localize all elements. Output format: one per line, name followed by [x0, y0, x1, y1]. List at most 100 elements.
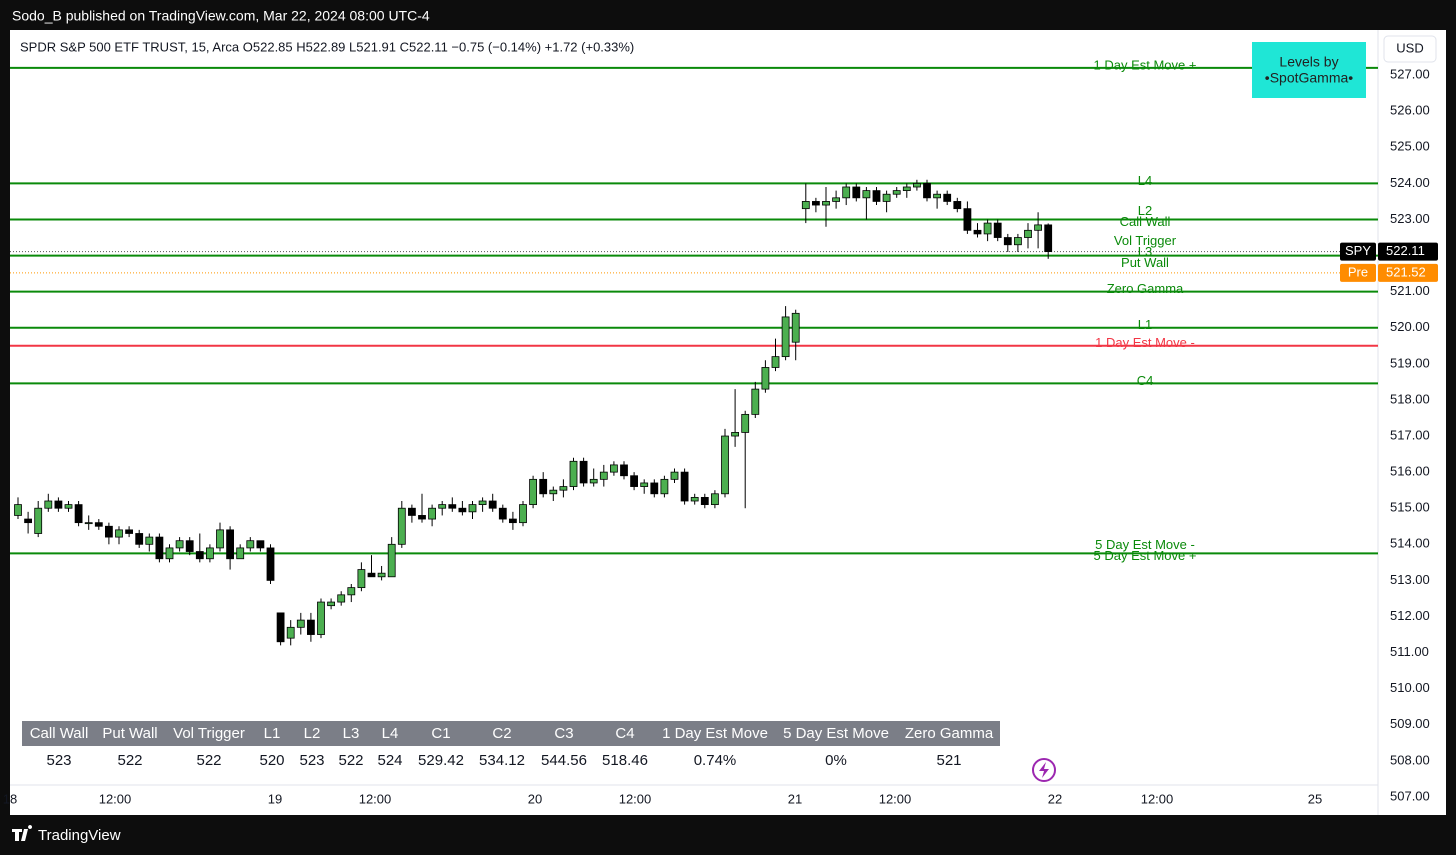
tag-box: [1378, 242, 1438, 261]
y-tick-label: 515.00: [1390, 500, 1430, 515]
candle-body: [306, 619, 315, 635]
currency-box[interactable]: [1383, 35, 1437, 63]
y-tick-label: 509.00: [1390, 716, 1430, 731]
tag-box: [1340, 263, 1376, 282]
candle-body: [105, 525, 113, 538]
candle-body: [367, 572, 376, 578]
candle-body: [256, 540, 265, 549]
table-header: C1: [431, 725, 450, 742]
candle-body: [963, 208, 972, 231]
y-tick-label: 521.00: [1390, 283, 1430, 298]
candle-body: [94, 522, 103, 527]
x-tick-label: 18: [3, 791, 17, 806]
table-header: L3: [343, 725, 360, 742]
candle-body: [862, 190, 871, 199]
y-tick-label: 511.00: [1390, 644, 1429, 659]
candle-body: [327, 601, 336, 607]
x-tick-label: 19: [268, 791, 282, 806]
level-label: Call Wall: [1120, 214, 1171, 229]
candle-body: [812, 201, 820, 206]
y-tick-label: 527.00: [1390, 67, 1430, 82]
candle-body: [1044, 224, 1053, 253]
candle-body: [680, 471, 689, 502]
candle-body: [559, 486, 568, 491]
candle-body: [1014, 237, 1022, 246]
tag-value: 522.11: [1386, 243, 1425, 258]
candle-body: [407, 507, 416, 516]
candle-body: [721, 435, 729, 495]
candle-body: [175, 540, 184, 549]
candle-body: [488, 500, 497, 509]
candle-body: [529, 478, 537, 506]
y-tick-label: 526.00: [1390, 103, 1430, 118]
table-value: 524: [377, 752, 402, 769]
x-tick-label: 12:00: [619, 791, 652, 806]
x-tick-label: 20: [528, 791, 542, 806]
y-tick-label: 516.00: [1390, 464, 1430, 479]
candle-body: [438, 504, 447, 509]
chart-area: [10, 30, 1446, 815]
table-header: Put Wall: [102, 725, 157, 742]
table-value: 529.42: [418, 752, 464, 769]
candle-body: [731, 432, 739, 437]
badge-line: Levels by: [1279, 54, 1338, 70]
y-tick-label: 524.00: [1390, 175, 1430, 190]
tag-label: SPY: [1345, 243, 1371, 258]
candle-body: [296, 619, 305, 628]
candle-body: [468, 504, 477, 513]
candle-body: [923, 182, 931, 199]
candle-body: [711, 493, 719, 506]
candle-body: [64, 504, 73, 509]
lightning: [1039, 762, 1049, 778]
candle-body: [155, 536, 164, 560]
x-tick-label: 25: [1308, 791, 1322, 806]
table-header: Zero Gamma: [905, 725, 994, 742]
candle-body: [317, 601, 325, 635]
tag-box: [1378, 263, 1438, 282]
candle-body: [1024, 229, 1032, 238]
candle-body: [44, 500, 53, 509]
level-label: 5 Day Est Move +: [1094, 548, 1197, 563]
candle-body: [953, 201, 962, 210]
candle-body: [84, 522, 93, 525]
plot: 507.00 508.00 509.00 510.00 511.00 512.00 513.…: [3, 57, 1438, 806]
y-tick-label: 508.00: [1390, 752, 1430, 767]
candle-body: [933, 193, 941, 199]
candle-body: [377, 572, 386, 578]
table-value: 0.74%: [694, 752, 737, 769]
candle-body: [993, 222, 1002, 238]
level-label: Vol Trigger: [1114, 233, 1177, 248]
candle-body: [660, 478, 669, 495]
candle-body: [620, 464, 628, 477]
table-value: 523: [46, 752, 71, 769]
table-value: 521: [936, 752, 961, 769]
candle-body: [832, 197, 840, 202]
candle-body: [771, 356, 780, 368]
candle-body: [195, 551, 204, 560]
table-header: Call Wall: [30, 725, 89, 742]
candle-body: [599, 471, 608, 480]
replay-icon[interactable]: [1032, 758, 1056, 782]
table-value: 522: [117, 752, 142, 769]
candle-body: [1003, 237, 1012, 246]
candle-body: [690, 496, 699, 502]
level-label: 1 Day Est Move +: [1094, 57, 1197, 72]
candle-body: [397, 507, 406, 545]
table-value: 534.12: [479, 752, 525, 769]
candle-body: [205, 547, 214, 560]
y-tick-label: 513.00: [1390, 572, 1430, 587]
x-tick-label: 12:00: [99, 791, 132, 806]
logo-mark: [12, 825, 33, 841]
tag-value: 521.52: [1386, 264, 1426, 279]
level-label: Zero Gamma: [1107, 281, 1184, 296]
candle-body: [852, 186, 861, 199]
candle-body: [801, 201, 810, 210]
candle-body: [115, 529, 123, 538]
y-tick-label: 510.00: [1390, 680, 1430, 695]
candle-body: [781, 316, 790, 358]
x-tick-label: 22: [1048, 791, 1062, 806]
candle-body: [761, 367, 770, 390]
candle-body: [347, 587, 356, 596]
table-header-bg: [22, 721, 1000, 746]
